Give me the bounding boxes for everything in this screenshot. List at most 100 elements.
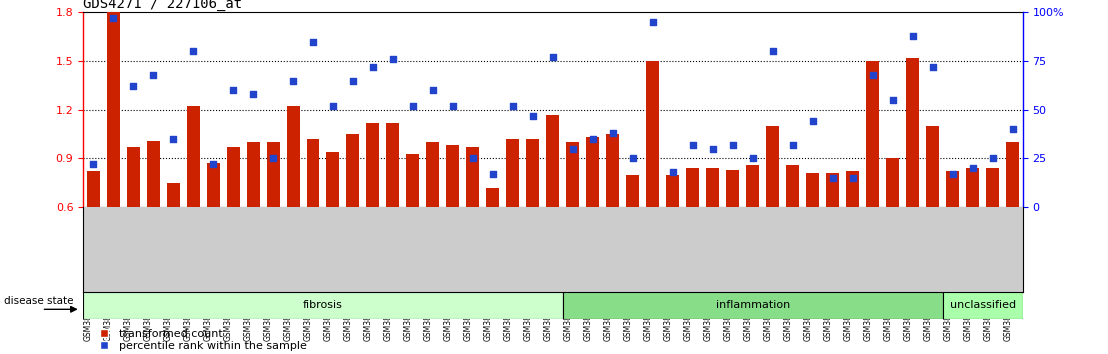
- Point: [84, 161, 102, 167]
- Bar: [83, 292, 563, 319]
- Bar: [646, 61, 659, 207]
- Point: [824, 175, 842, 181]
- Bar: [727, 170, 739, 207]
- Bar: [86, 171, 100, 207]
- Point: [864, 72, 882, 78]
- Point: [904, 33, 922, 39]
- Bar: [347, 134, 359, 207]
- Point: [544, 54, 562, 60]
- Point: [124, 84, 142, 89]
- Point: [164, 136, 182, 142]
- Point: [304, 39, 321, 44]
- Bar: [1006, 142, 1019, 207]
- Point: [444, 103, 462, 109]
- Bar: [566, 142, 579, 207]
- Bar: [866, 61, 880, 207]
- Point: [584, 136, 602, 142]
- Point: [684, 142, 701, 148]
- Point: [884, 97, 902, 103]
- Point: [743, 156, 761, 161]
- Point: [784, 142, 802, 148]
- Legend: transformed count, percentile rank within the sample: transformed count, percentile rank withi…: [89, 324, 311, 354]
- Point: [325, 103, 342, 109]
- Point: [244, 91, 261, 97]
- Point: [763, 48, 781, 54]
- Bar: [767, 126, 779, 207]
- Text: unclassified: unclassified: [950, 300, 1016, 310]
- Bar: [563, 292, 943, 319]
- Bar: [787, 165, 799, 207]
- Bar: [106, 12, 120, 207]
- Bar: [307, 139, 319, 207]
- Bar: [387, 123, 400, 207]
- Bar: [946, 171, 960, 207]
- Bar: [686, 168, 699, 207]
- Point: [624, 156, 642, 161]
- Bar: [506, 139, 520, 207]
- Bar: [626, 175, 639, 207]
- Point: [704, 146, 721, 152]
- Point: [644, 19, 661, 25]
- Point: [924, 64, 942, 70]
- Bar: [267, 142, 279, 207]
- Text: disease state: disease state: [4, 296, 73, 306]
- Bar: [847, 171, 860, 207]
- Bar: [367, 123, 379, 207]
- Point: [524, 113, 542, 118]
- Point: [384, 56, 402, 62]
- Point: [604, 130, 622, 136]
- Bar: [526, 139, 540, 207]
- Bar: [606, 134, 619, 207]
- Bar: [546, 115, 560, 207]
- Point: [184, 48, 202, 54]
- Bar: [447, 145, 460, 207]
- Bar: [827, 173, 839, 207]
- Point: [724, 142, 741, 148]
- Point: [504, 103, 522, 109]
- Bar: [943, 292, 1023, 319]
- Point: [144, 72, 162, 78]
- Point: [564, 146, 582, 152]
- Bar: [186, 107, 199, 207]
- Bar: [926, 126, 940, 207]
- Point: [365, 64, 382, 70]
- Point: [404, 103, 422, 109]
- Point: [944, 171, 962, 177]
- Bar: [126, 147, 140, 207]
- Bar: [906, 58, 920, 207]
- Bar: [886, 159, 900, 207]
- Point: [464, 156, 482, 161]
- Point: [1004, 126, 1022, 132]
- Bar: [986, 168, 999, 207]
- Point: [484, 171, 502, 177]
- Bar: [287, 107, 299, 207]
- Bar: [166, 183, 179, 207]
- Point: [424, 87, 442, 93]
- Point: [844, 175, 862, 181]
- Bar: [966, 168, 979, 207]
- Bar: [206, 163, 219, 207]
- Bar: [146, 141, 160, 207]
- Bar: [586, 137, 599, 207]
- Bar: [807, 173, 819, 207]
- Bar: [706, 168, 719, 207]
- Bar: [666, 175, 679, 207]
- Point: [345, 78, 362, 83]
- Point: [964, 165, 982, 171]
- Point: [264, 156, 281, 161]
- Point: [204, 161, 222, 167]
- Point: [664, 169, 681, 175]
- Point: [104, 15, 122, 21]
- Point: [984, 156, 1002, 161]
- Bar: [407, 154, 420, 207]
- Point: [804, 119, 822, 124]
- Bar: [226, 147, 239, 207]
- Text: GDS4271 / 227106_at: GDS4271 / 227106_at: [83, 0, 243, 11]
- Bar: [246, 142, 259, 207]
- Point: [284, 78, 301, 83]
- Bar: [486, 188, 500, 207]
- Point: [224, 87, 242, 93]
- Text: fibrosis: fibrosis: [304, 300, 343, 310]
- Bar: [327, 152, 339, 207]
- Bar: [747, 165, 759, 207]
